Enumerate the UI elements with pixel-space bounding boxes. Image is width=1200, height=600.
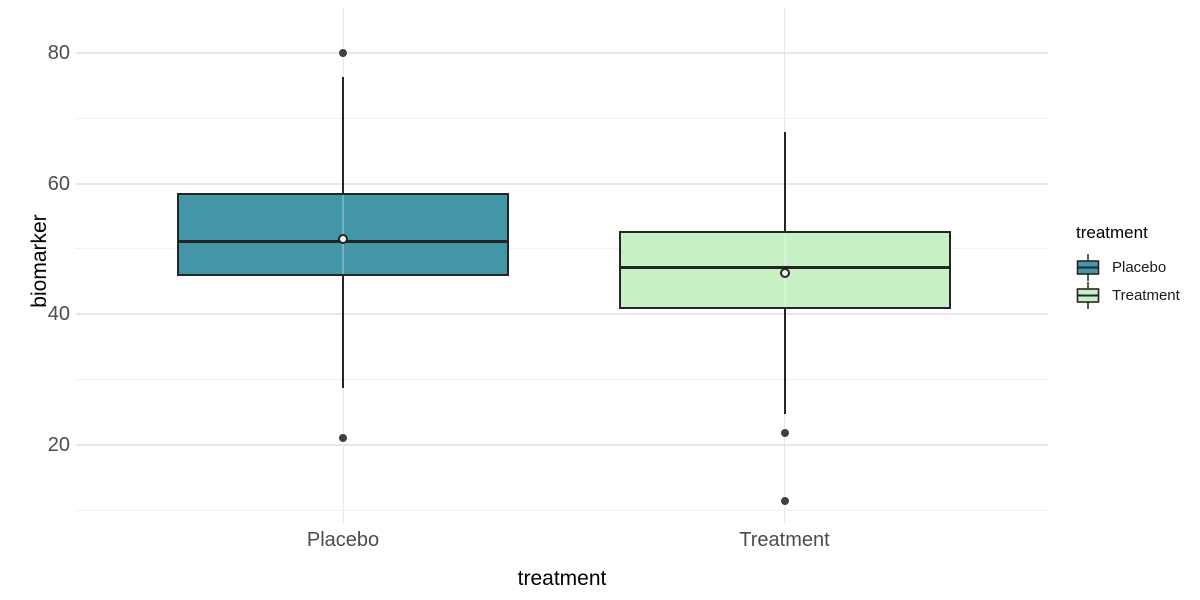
y-tick-label-40: 40 — [47, 303, 70, 326]
gridline-minor-y50 — [76, 248, 1048, 250]
y-tick-label-80: 80 — [47, 42, 70, 64]
legend-title: treatment — [1076, 223, 1148, 242]
whisker-lower-treatment — [783, 309, 786, 414]
legend-item-treatment: Treatment — [1076, 281, 1180, 309]
y-tick-label-60: 60 — [47, 172, 70, 195]
outlier-treatment-1 — [780, 497, 789, 506]
gridline-major-y60 — [76, 182, 1048, 185]
outlier-placebo-1 — [339, 434, 347, 443]
plot-panel — [76, 8, 1048, 523]
y-tick-label-20: 20 — [47, 433, 70, 456]
whisker-upper-treatment — [783, 132, 786, 231]
gridline-major-y80 — [76, 52, 1048, 54]
outlier-treatment-0 — [780, 429, 789, 438]
mean-point-placebo — [338, 233, 348, 244]
outlier-placebo-0 — [339, 49, 347, 57]
legend-label-placebo: Placebo — [1112, 258, 1167, 276]
gridline-minor-y30 — [76, 379, 1048, 381]
whisker-lower-placebo — [342, 275, 344, 388]
legend-item-placebo: Placebo — [1076, 253, 1180, 281]
box-treatment — [618, 230, 951, 310]
gridline-minor-y10 — [76, 509, 1048, 511]
gridline-minor-y70 — [76, 117, 1048, 119]
gridline-major-y40 — [76, 313, 1048, 316]
mean-point-treatment — [779, 267, 790, 278]
legend-key-boxplot-icon-treatment — [1076, 281, 1100, 309]
legend-key-boxplot-icon-placebo — [1076, 253, 1100, 281]
legend-items: Placebo Treatment — [1076, 253, 1180, 309]
whisker-upper-placebo — [342, 77, 344, 194]
x-tick-label-placebo: Placebo — [306, 529, 380, 551]
y-axis-title: biomarker — [28, 214, 51, 308]
gridline-major-y20 — [76, 443, 1048, 446]
x-axis-title: treatment — [517, 567, 607, 590]
legend-label-treatment: Treatment — [1112, 286, 1180, 304]
x-tick-label-treatment: Treatment — [739, 529, 830, 551]
legend: treatment Placebo Treatment — [1076, 222, 1180, 309]
